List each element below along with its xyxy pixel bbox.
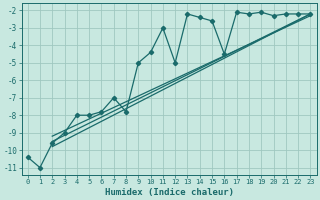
X-axis label: Humidex (Indice chaleur): Humidex (Indice chaleur)	[105, 188, 234, 197]
